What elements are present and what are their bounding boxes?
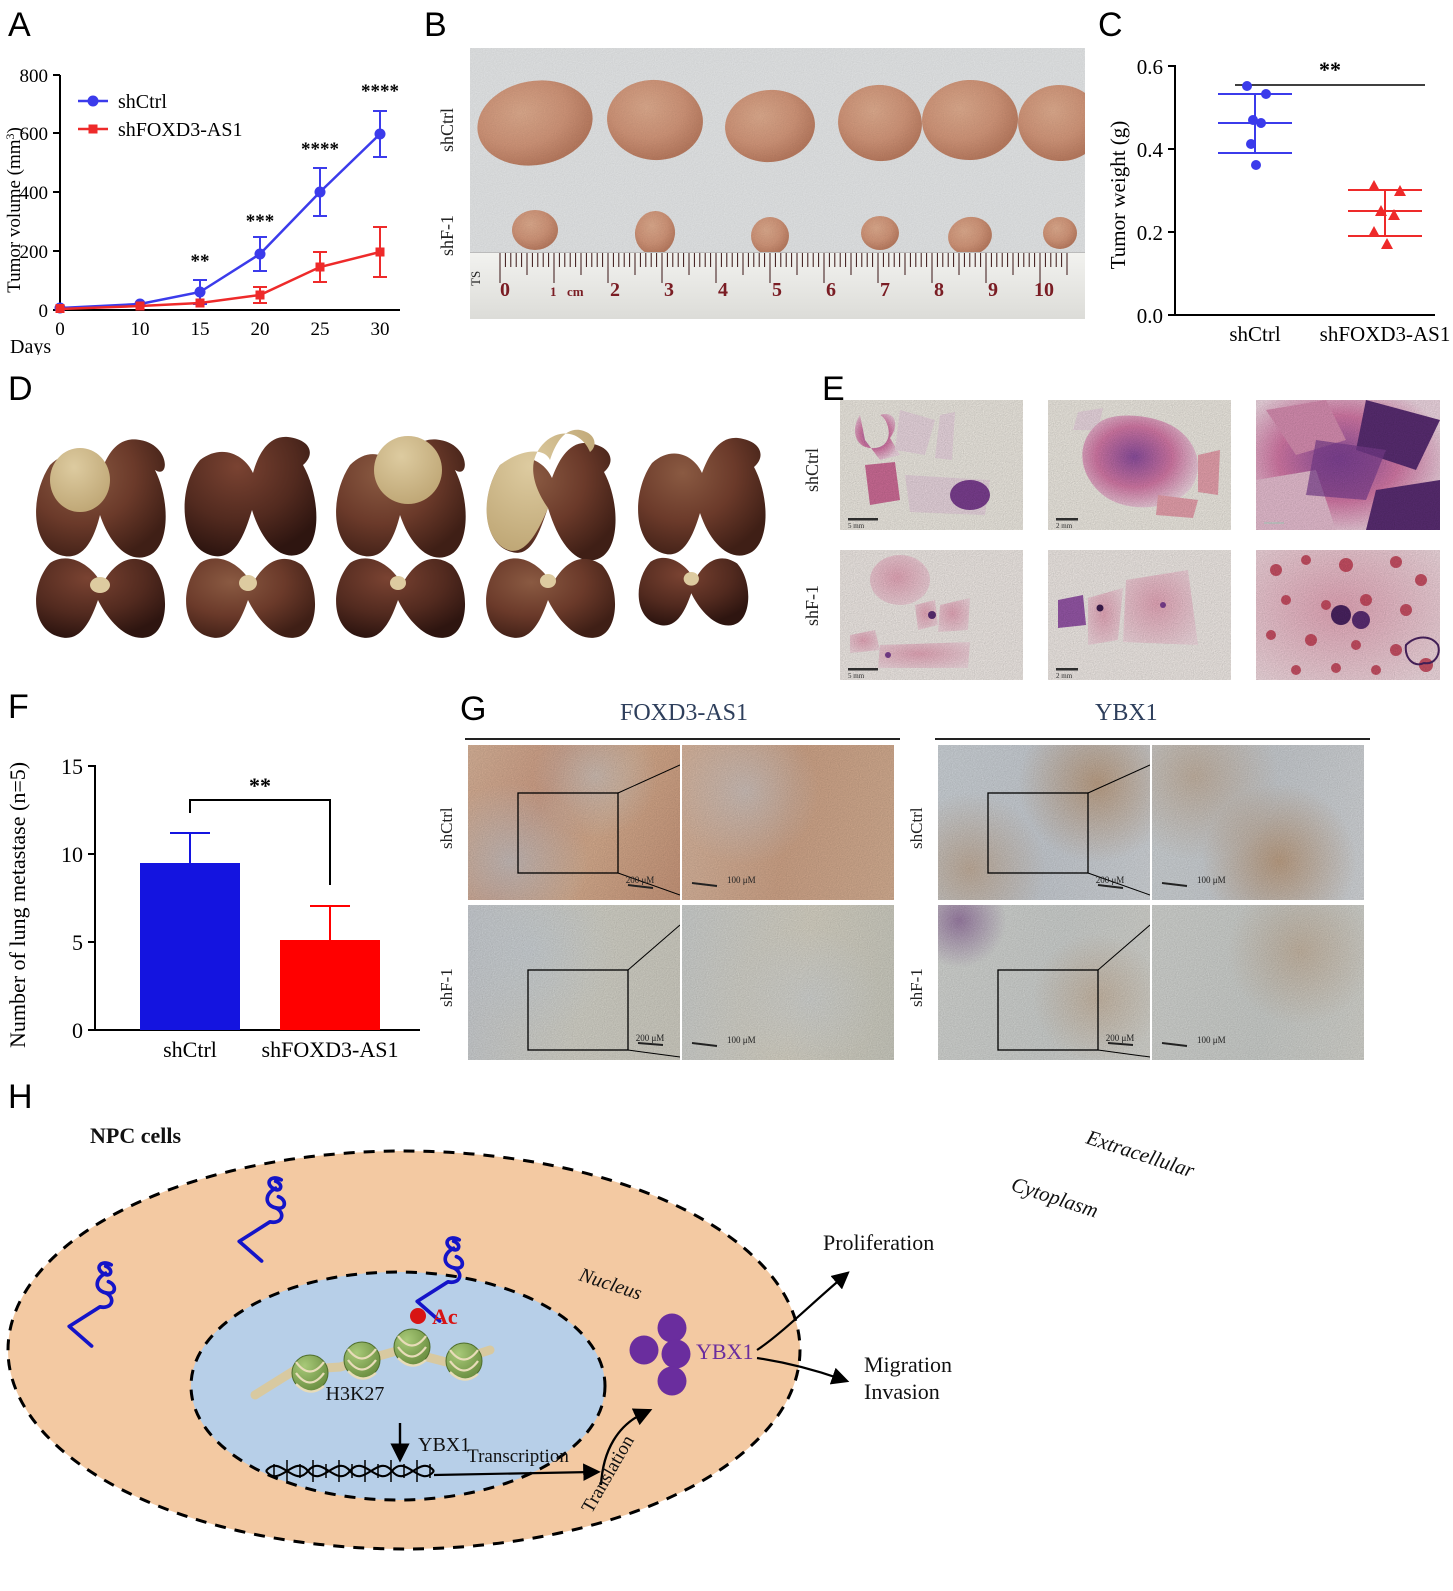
svg-text:25: 25 [311,319,330,340]
svg-text:Ac: Ac [432,1304,458,1329]
svg-text:Extracellular: Extracellular [1083,1125,1199,1183]
svg-text:10: 10 [1034,279,1054,301]
svg-text:**: ** [191,251,210,272]
svg-text:TS: TS [470,271,483,286]
svg-text:200 μM: 200 μM [636,1033,665,1043]
svg-text:4: 4 [718,279,728,301]
svg-text:Number of lung metastase (n=5): Number of lung metastase (n=5) [5,762,30,1048]
svg-text:5: 5 [772,279,782,301]
svg-text:cm: cm [567,284,584,299]
svg-text:0.2: 0.2 [1137,221,1163,245]
svg-text:9: 9 [988,279,998,301]
svg-text:200 μM: 200 μM [1096,875,1125,885]
svg-text:shFOXD3-AS1: shFOXD3-AS1 [262,1037,399,1062]
svg-text:H3K27: H3K27 [326,1383,385,1405]
svg-text:Days: Days [10,336,51,355]
svg-text:0: 0 [72,1018,83,1043]
svg-text:shFOXD3-AS1: shFOXD3-AS1 [1320,322,1451,345]
svg-text:0: 0 [39,301,49,322]
svg-text:shFOXD3-AS1: shFOXD3-AS1 [118,119,242,141]
svg-text:shCtrl: shCtrl [118,91,167,113]
svg-text:0.0: 0.0 [1137,304,1163,328]
svg-text:800: 800 [20,66,49,87]
svg-text:Migration: Migration [864,1352,952,1377]
svg-text:100 μM: 100 μM [1197,1035,1226,1045]
svg-text:10: 10 [131,319,150,340]
svg-text:NPC cells: NPC cells [90,1123,181,1148]
svg-text:0.4: 0.4 [1137,138,1164,162]
svg-text:1: 1 [550,284,557,299]
svg-text:shCtrl: shCtrl [1229,322,1281,345]
svg-text:100 μM: 100 μM [1197,875,1226,885]
svg-text:3: 3 [664,279,674,301]
svg-text:15: 15 [191,319,210,340]
svg-text:Invasion: Invasion [864,1379,940,1404]
svg-text:5: 5 [72,930,83,955]
svg-text:****: **** [301,139,339,160]
svg-text:0: 0 [500,279,510,301]
svg-text:15: 15 [61,754,83,779]
svg-text:8: 8 [934,279,944,301]
svg-text:200 μM: 200 μM [1106,1033,1135,1043]
svg-text:**: ** [249,773,271,798]
svg-text:***: *** [246,211,275,232]
svg-text:6: 6 [826,279,836,301]
svg-text:2: 2 [610,279,620,301]
svg-text:200 μM: 200 μM [626,875,655,885]
svg-text:Cytoplasm: Cytoplasm [1008,1172,1101,1223]
svg-text:100 μM: 100 μM [727,1035,756,1045]
svg-text:0.6: 0.6 [1137,55,1163,79]
svg-text:30: 30 [371,319,390,340]
svg-text:shCtrl: shCtrl [163,1037,217,1062]
svg-text:YBX1: YBX1 [418,1434,470,1456]
svg-text:Transcription: Transcription [467,1446,569,1467]
svg-text:Tumor weight (g): Tumor weight (g) [1106,121,1130,270]
svg-text:Tumor volume (mm3): Tumor volume (mm3) [3,127,25,293]
svg-text:100 μM: 100 μM [727,875,756,885]
svg-text:7: 7 [880,279,890,301]
svg-text:Proliferation: Proliferation [823,1230,934,1255]
svg-text:20: 20 [251,319,270,340]
svg-text:10: 10 [61,842,83,867]
svg-text:****: **** [361,81,399,102]
svg-text:0: 0 [55,319,65,340]
svg-text:YBX1: YBX1 [696,1339,753,1364]
svg-text:**: ** [1319,57,1341,82]
